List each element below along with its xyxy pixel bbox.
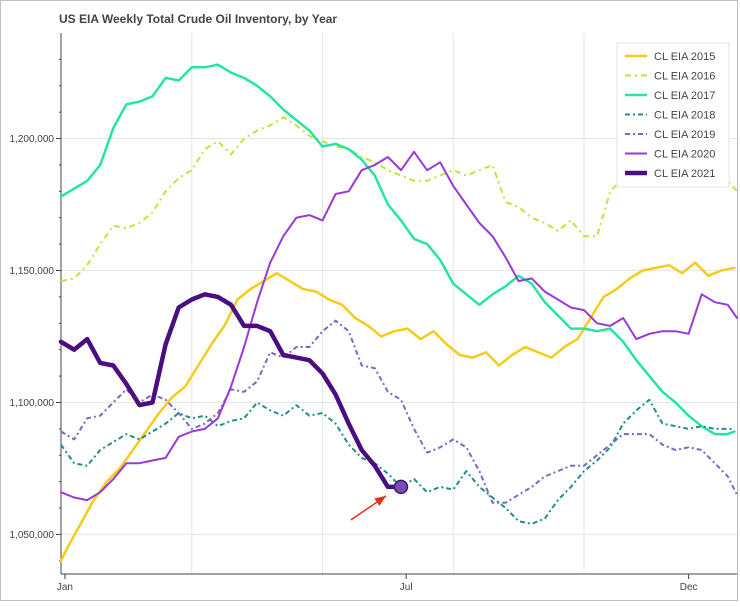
grid-layer bbox=[61, 33, 737, 574]
series-line-cl-eia-2020[interactable] bbox=[60, 150, 738, 502]
annotation-layer bbox=[350, 479, 409, 521]
legend-label: CL EIA 2017 bbox=[654, 90, 715, 102]
legend-label: CL EIA 2018 bbox=[654, 110, 715, 122]
last-point-marker bbox=[393, 479, 409, 495]
x-tick-label: Dec bbox=[680, 582, 698, 593]
legend-box bbox=[616, 42, 730, 188]
legend-item[interactable]: CL EIA 2021 bbox=[625, 168, 715, 180]
y-tick-label: 1,150,000 bbox=[10, 266, 55, 277]
chart-title: US EIA Weekly Total Crude Oil Inventory,… bbox=[59, 12, 337, 26]
annotation-arrowhead bbox=[374, 495, 386, 506]
series-layer bbox=[58, 63, 738, 563]
legend-label: CL EIA 2016 bbox=[654, 71, 715, 83]
series-line-cl-eia-2021[interactable] bbox=[58, 292, 404, 490]
legend-label: CL EIA 2021 bbox=[654, 168, 715, 180]
legend-item[interactable]: CL EIA 2020 bbox=[625, 149, 715, 161]
legend-item[interactable]: CL EIA 2019 bbox=[625, 129, 715, 141]
legend-item[interactable]: CL EIA 2018 bbox=[625, 110, 715, 122]
series-line-cl-eia-2017[interactable] bbox=[59, 63, 736, 436]
series-line-cl-eia-2015[interactable] bbox=[59, 261, 736, 563]
legend-item[interactable]: CL EIA 2015 bbox=[625, 51, 715, 63]
x-tick-label: Jan bbox=[57, 582, 73, 593]
legend-item[interactable]: CL EIA 2016 bbox=[625, 71, 715, 83]
legend[interactable]: CL EIA 2015 CL EIA 2016 CL EIA 2017 CL EIA … bbox=[616, 42, 730, 188]
legend-label: CL EIA 2015 bbox=[654, 51, 715, 63]
x-tick-label: Jul bbox=[400, 582, 413, 593]
series-line-cl-eia-2018[interactable] bbox=[60, 398, 735, 525]
y-tick-label: 1,050,000 bbox=[10, 530, 55, 541]
series-line-cl-eia-2019[interactable] bbox=[60, 319, 738, 504]
legend-label: CL EIA 2020 bbox=[654, 149, 715, 161]
legend-label: CL EIA 2019 bbox=[654, 129, 715, 141]
y-tick-label: 1,200,000 bbox=[10, 134, 55, 145]
legend-item[interactable]: CL EIA 2017 bbox=[625, 90, 715, 102]
axes-layer: 1,050,000 1,100,000 1,150,000 1,200,000 Jan J… bbox=[10, 33, 737, 593]
y-tick-label: 1,100,000 bbox=[10, 398, 55, 409]
